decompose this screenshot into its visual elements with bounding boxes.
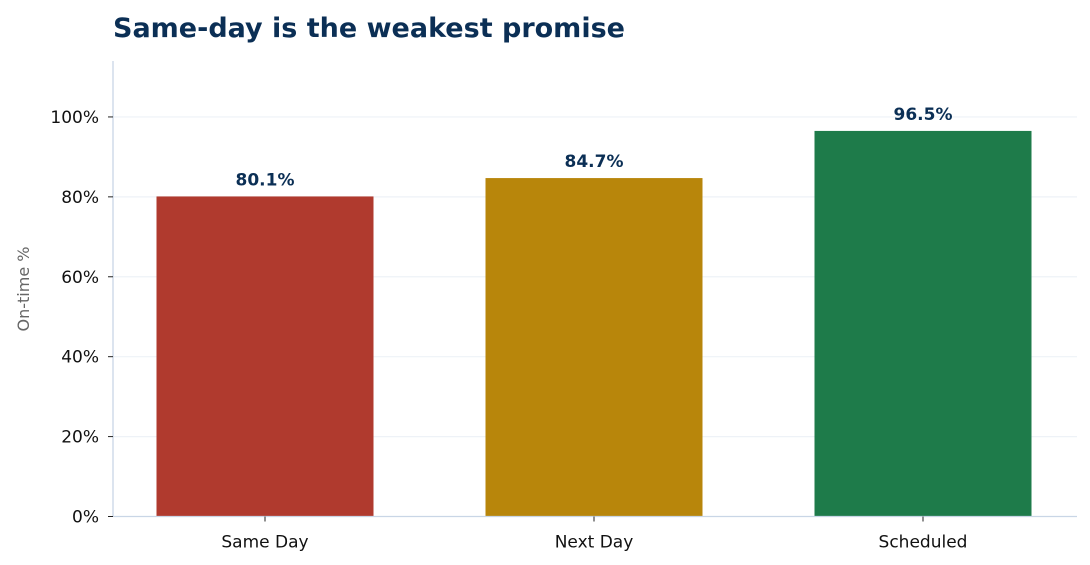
y-axis-label: On-time %	[14, 247, 33, 332]
y-tick-label: 80%	[61, 188, 99, 208]
x-tick-label: Next Day	[555, 533, 634, 553]
bar-value-label: 84.7%	[565, 152, 624, 172]
chart-title: Same-day is the weakest promise	[113, 13, 625, 44]
y-tick-label: 0%	[72, 508, 99, 528]
x-tick-label: Same Day	[221, 533, 308, 553]
labels-layer: 80.1% 84.7% 96.5%	[236, 105, 953, 191]
bar-value-label: 96.5%	[894, 105, 953, 125]
bar-value-label: 80.1%	[236, 170, 295, 190]
axes-layer	[112, 61, 1077, 518]
y-tick-label: 40%	[61, 348, 99, 368]
y-tick-label: 100%	[50, 108, 99, 128]
x-tick-label: Scheduled	[879, 533, 968, 553]
ticks-layer: 0% 20% 40% 60% 80% 100% Same Day Next Day Schedu…	[50, 108, 967, 553]
bar-same-day	[156, 196, 374, 517]
y-tick-label: 20%	[61, 428, 99, 448]
bar-next-day	[485, 178, 703, 517]
bar-scheduled	[814, 130, 1032, 517]
bars-layer	[156, 130, 1032, 517]
y-tick-label: 60%	[61, 268, 99, 288]
